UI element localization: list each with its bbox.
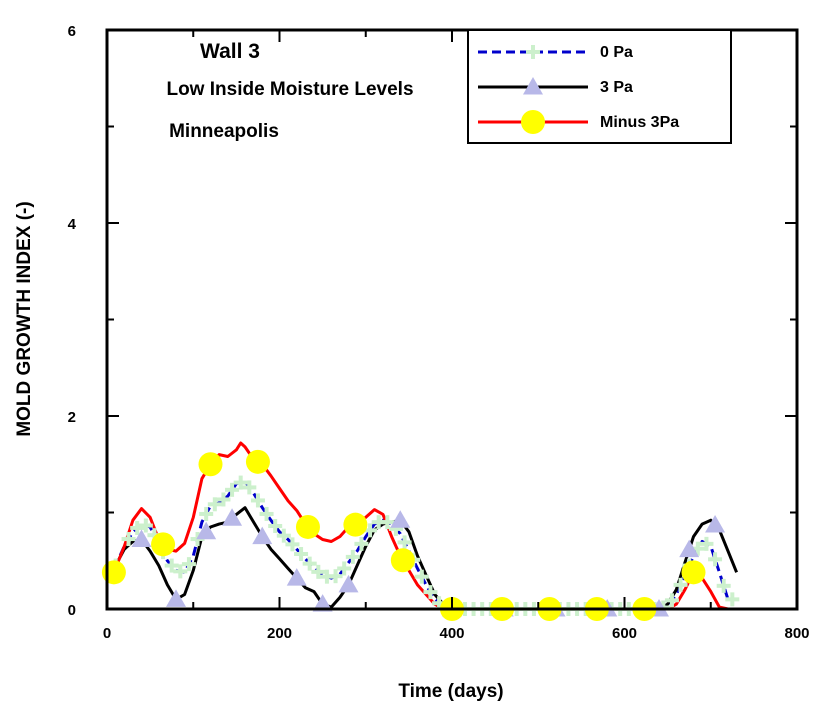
marker-0-pa (255, 493, 260, 508)
marker-0-pa (186, 557, 191, 572)
marker-0-pa (178, 564, 183, 579)
y-tick-label: 0 (68, 602, 76, 619)
marker-0-pa (299, 546, 304, 561)
marker-3-pa (390, 510, 411, 528)
marker-0-pa (204, 506, 209, 521)
marker-minus-3pa (151, 532, 176, 557)
legend-marker-minus-3pa (521, 110, 545, 134)
marker-0-pa (437, 596, 442, 611)
marker-0-pa (135, 520, 140, 535)
marker-0-pa (126, 532, 131, 547)
marker-3-pa (166, 589, 186, 607)
x-tick-label: 400 (439, 625, 464, 642)
marker-0-pa (169, 558, 174, 573)
legend-label-minus3pa: Minus 3Pa (600, 114, 679, 131)
y-tick-label: 4 (68, 216, 77, 233)
annotation-wall: Wall 3 (200, 40, 260, 63)
marker-3-pa (252, 526, 273, 545)
marker-0-pa (730, 592, 735, 607)
marker-0-pa (695, 541, 700, 556)
marker-0-pa (350, 549, 355, 564)
legend: 0 Pa 3 Pa Minus 3Pa (467, 29, 732, 144)
marker-0-pa (230, 482, 235, 497)
marker-0-pa (428, 585, 433, 600)
legend-marker-0-pa (531, 45, 535, 59)
marker-3-pa (705, 515, 726, 533)
marker-0-pa (342, 561, 347, 576)
marker-0-pa (281, 528, 286, 543)
marker-3-pa (338, 574, 359, 593)
marker-0-pa (307, 556, 312, 571)
marker-0-pa (212, 497, 217, 512)
marker-0-pa (704, 536, 709, 551)
annotation-moisture: Low Inside Moisture Levels (166, 79, 413, 100)
marker-0-pa (316, 564, 321, 579)
y-tick-label: 6 (68, 23, 76, 40)
marker-0-pa (669, 593, 674, 608)
marker-0-pa (359, 536, 364, 551)
legend-label-0pa: 0 Pa (600, 44, 633, 61)
x-tick-label: 800 (784, 625, 809, 642)
marker-3-pa (222, 508, 243, 526)
marker-0-pa (290, 537, 295, 552)
marker-0-pa (143, 518, 148, 533)
y-axis-label: MOLD GROWTH INDEX (-) (14, 201, 35, 436)
marker-0-pa (368, 523, 373, 538)
x-tick-label: 0 (103, 625, 111, 642)
marker-minus-3pa (295, 514, 320, 539)
marker-minus-3pa (343, 512, 368, 537)
marker-0-pa (419, 569, 424, 584)
marker-0-pa (238, 475, 243, 490)
marker-0-pa (221, 492, 226, 507)
marker-0-pa (393, 521, 398, 536)
marker-layer (101, 449, 740, 621)
marker-0-pa (324, 569, 329, 584)
marker-minus-3pa (390, 548, 415, 573)
x-tick-label: 600 (612, 625, 637, 642)
marker-minus-3pa (198, 452, 223, 477)
marker-3-pa (286, 568, 307, 586)
marker-0-pa (273, 519, 278, 534)
legend-label-3pa: 3 Pa (600, 79, 633, 96)
marker-3-pa (196, 521, 217, 540)
marker-3-pa (679, 539, 700, 558)
marker-0-pa (247, 480, 252, 495)
marker-0-pa (678, 577, 683, 592)
legend-marker-3-pa (523, 77, 543, 95)
marker-0-pa (721, 578, 726, 593)
marker-0-pa (264, 506, 269, 521)
x-axis-label: Time (days) (398, 681, 503, 702)
marker-0-pa (402, 535, 407, 550)
marker-minus-3pa (245, 449, 270, 474)
marker-3-pa (312, 594, 333, 612)
marker-minus-3pa (681, 560, 706, 585)
marker-0-pa (333, 569, 338, 584)
marker-0-pa (713, 552, 718, 567)
marker-3-pa (131, 529, 152, 548)
marker-0-pa (385, 515, 390, 530)
marker-0-pa (376, 515, 381, 530)
x-tick-label: 200 (267, 625, 292, 642)
annotation-city: Minneapolis (169, 121, 279, 142)
marker-0-pa (152, 528, 157, 543)
y-tick-label: 2 (68, 409, 76, 426)
